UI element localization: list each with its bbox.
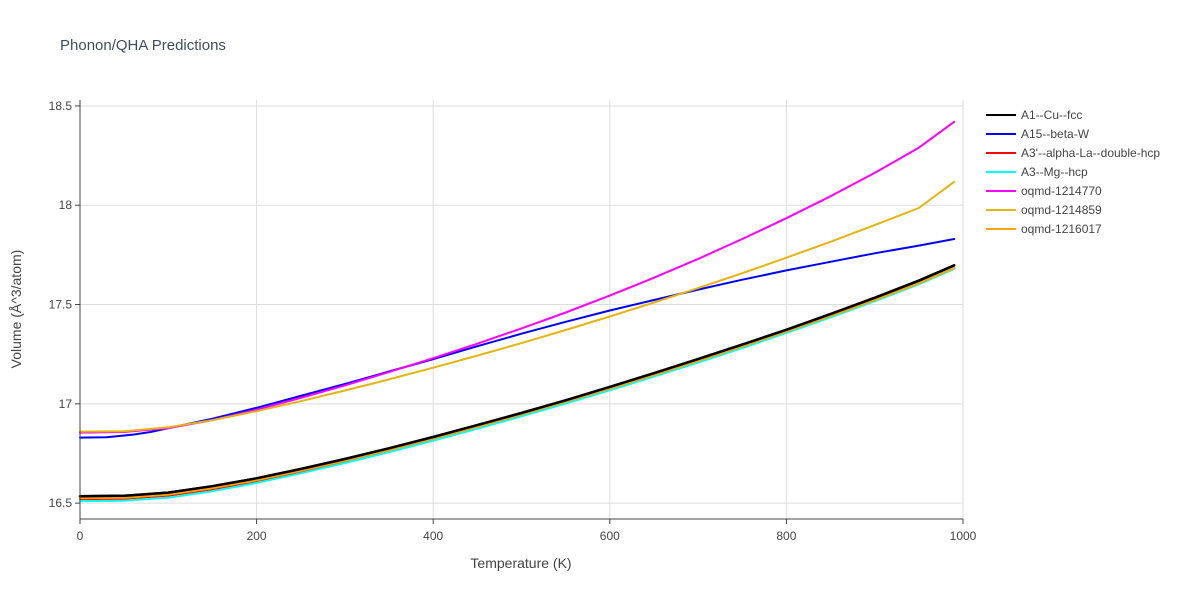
series-line-4 [79, 120, 956, 434]
legend-item[interactable]: A15--beta-W [986, 127, 1090, 141]
series-line-2 [79, 267, 956, 501]
x-tick-label: 400 [423, 529, 443, 543]
x-tick-label: 0 [77, 529, 84, 543]
series-line-1 [79, 238, 956, 439]
series-line-3 [79, 267, 956, 503]
series-layer [78, 120, 956, 503]
legend-item[interactable]: oqmd-1214770 [986, 184, 1102, 198]
legend-item[interactable]: A3--Mg--hcp [986, 165, 1088, 179]
legend-label: oqmd-1214770 [1021, 184, 1102, 198]
legend-label: A15--beta-W [1021, 127, 1090, 141]
y-tick-label: 17 [59, 397, 73, 411]
legend-label: A3'--alpha-La--double-hcp [1021, 146, 1160, 160]
legend-label: A3--Mg--hcp [1021, 165, 1088, 179]
x-tick-label: 800 [776, 529, 796, 543]
legend-item[interactable]: A3'--alpha-La--double-hcp [986, 146, 1160, 160]
x-tick-labels: 0 200 400 600 800 1000 [77, 529, 977, 543]
legend-label: oqmd-1216017 [1021, 222, 1102, 236]
x-tick-label: 200 [247, 529, 267, 543]
series-line-6 [79, 267, 956, 500]
series-line-0-overlay [78, 264, 956, 498]
grid [80, 100, 964, 519]
legend-label: oqmd-1214859 [1021, 203, 1102, 217]
legend-label: A1--Cu--fcc [1021, 108, 1082, 122]
x-tick-label: 1000 [950, 529, 977, 543]
legend-item[interactable]: oqmd-1216017 [986, 222, 1102, 236]
y-tick-label: 18.5 [49, 99, 73, 113]
y-tick-label: 16.5 [49, 496, 73, 510]
x-axis-title: Temperature (K) [470, 555, 571, 571]
legend[interactable]: A1--Cu--fcc A15--beta-W A3'--alpha-La--dou… [986, 108, 1160, 236]
legend-item[interactable]: A1--Cu--fcc [986, 108, 1082, 122]
chart-title: Phonon/QHA Predictions [60, 37, 226, 54]
series-line-0 [78, 264, 956, 498]
legend-item[interactable]: oqmd-1214859 [986, 203, 1102, 217]
x-tick-label: 600 [600, 529, 620, 543]
series-line-5 [79, 180, 956, 433]
y-tick-labels: 16.5 17 17.5 18 18.5 [49, 99, 73, 510]
y-axis-title: Volume (Å^3/atom) [8, 250, 24, 369]
y-tick-label: 17.5 [49, 298, 73, 312]
y-tick-label: 18 [59, 198, 73, 212]
axes [75, 100, 964, 524]
